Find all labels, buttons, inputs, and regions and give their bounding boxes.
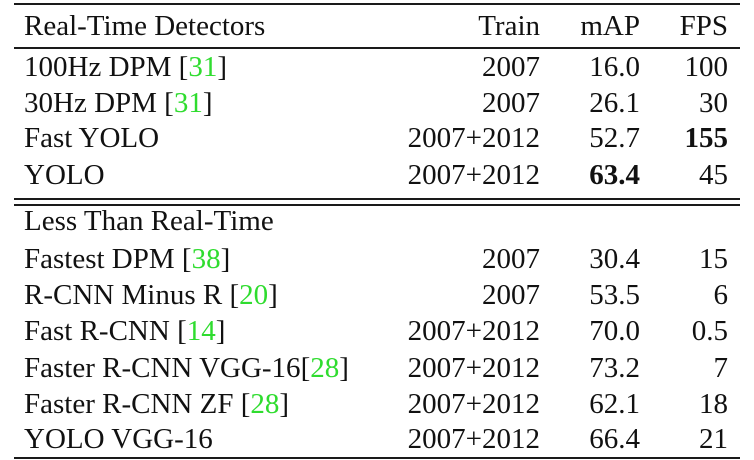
section-divider-rule-upper xyxy=(14,198,740,200)
table-row: Fast R-CNN [14] 2007+2012 70.0 0.5 xyxy=(0,313,754,349)
citation-link[interactable]: 28 xyxy=(310,352,340,384)
row-train: 2007+2012 xyxy=(407,388,540,420)
row-name: YOLO xyxy=(24,159,105,191)
row-name: Faster R-CNN VGG-16[28] xyxy=(24,352,349,384)
row-map: 66.4 xyxy=(589,423,640,455)
row-name: Fastest DPM [38] xyxy=(24,243,231,275)
header-map: mAP xyxy=(580,10,640,42)
row-fps: 0.5 xyxy=(691,315,728,347)
table-row: 30Hz DPM [31] 2007 26.1 30 xyxy=(0,85,754,121)
row-map: 52.7 xyxy=(589,122,640,154)
row-train: 2007+2012 xyxy=(407,423,540,455)
row-fps: 7 xyxy=(713,352,729,384)
table-row: 100Hz DPM [31] 2007 16.0 100 xyxy=(0,49,754,85)
row-fps-best: 155 xyxy=(684,122,729,154)
citation-link[interactable]: 28 xyxy=(250,388,280,420)
table-row: YOLO VGG-16 2007+2012 66.4 21 xyxy=(0,421,754,457)
table-row: Fast YOLO 2007+2012 52.7 155 xyxy=(0,120,754,156)
row-name: R-CNN Minus R [20] xyxy=(24,279,278,311)
row-map: 30.4 xyxy=(589,243,640,275)
row-fps: 15 xyxy=(699,243,728,275)
row-name: Fast R-CNN [14] xyxy=(24,315,226,347)
row-fps: 21 xyxy=(699,423,728,455)
row-train: 2007+2012 xyxy=(407,352,540,384)
header-fps: FPS xyxy=(679,10,728,42)
row-name: YOLO VGG-16 xyxy=(24,423,213,455)
row-train: 2007 xyxy=(482,243,540,275)
row-map: 70.0 xyxy=(589,315,640,347)
citation-link[interactable]: 38 xyxy=(191,243,221,275)
row-fps: 45 xyxy=(699,159,728,191)
table-row: Faster R-CNN ZF [28] 2007+2012 62.1 18 xyxy=(0,386,754,422)
citation-link[interactable]: 31 xyxy=(188,51,218,83)
header-train: Train xyxy=(478,10,540,42)
row-fps: 18 xyxy=(699,388,728,420)
row-map-best: 63.4 xyxy=(589,159,640,191)
row-train: 2007 xyxy=(482,279,540,311)
row-train: 2007+2012 xyxy=(407,122,540,154)
table-row: R-CNN Minus R [20] 2007 53.5 6 xyxy=(0,277,754,313)
row-fps: 30 xyxy=(699,87,728,119)
row-train: 2007 xyxy=(482,51,540,83)
row-map: 16.0 xyxy=(589,51,640,83)
row-map: 53.5 xyxy=(589,279,640,311)
header-bottom-rule xyxy=(14,47,740,49)
row-map: 73.2 xyxy=(589,352,640,384)
row-name: 100Hz DPM [31] xyxy=(24,51,228,83)
row-name: Fast YOLO xyxy=(24,122,160,154)
table-row: YOLO 2007+2012 63.4 45 xyxy=(0,157,754,193)
row-map: 26.1 xyxy=(589,87,640,119)
section-title-row: Less Than Real-Time xyxy=(0,203,754,239)
row-train: 2007 xyxy=(482,87,540,119)
citation-link[interactable]: 14 xyxy=(186,315,216,347)
table-top-rule xyxy=(14,3,740,5)
row-train: 2007+2012 xyxy=(407,315,540,347)
row-fps: 100 xyxy=(684,51,729,83)
row-train: 2007+2012 xyxy=(407,159,540,191)
table-row: Faster R-CNN VGG-16[28] 2007+2012 73.2 7 xyxy=(0,350,754,386)
section-title: Less Than Real-Time xyxy=(24,205,274,237)
table-row: Fastest DPM [38] 2007 30.4 15 xyxy=(0,241,754,277)
section-divider-rule-lower xyxy=(14,204,740,206)
citation-link[interactable]: 20 xyxy=(239,279,269,311)
row-name: 30Hz DPM [31] xyxy=(24,87,213,119)
row-name: Faster R-CNN ZF [28] xyxy=(24,388,290,420)
table-bottom-rule xyxy=(14,457,740,459)
row-map: 62.1 xyxy=(589,388,640,420)
header-name: Real-Time Detectors xyxy=(24,10,266,42)
table-header-row: Real-Time Detectors Train mAP FPS xyxy=(0,8,754,44)
citation-link[interactable]: 31 xyxy=(173,87,203,119)
row-fps: 6 xyxy=(713,279,729,311)
